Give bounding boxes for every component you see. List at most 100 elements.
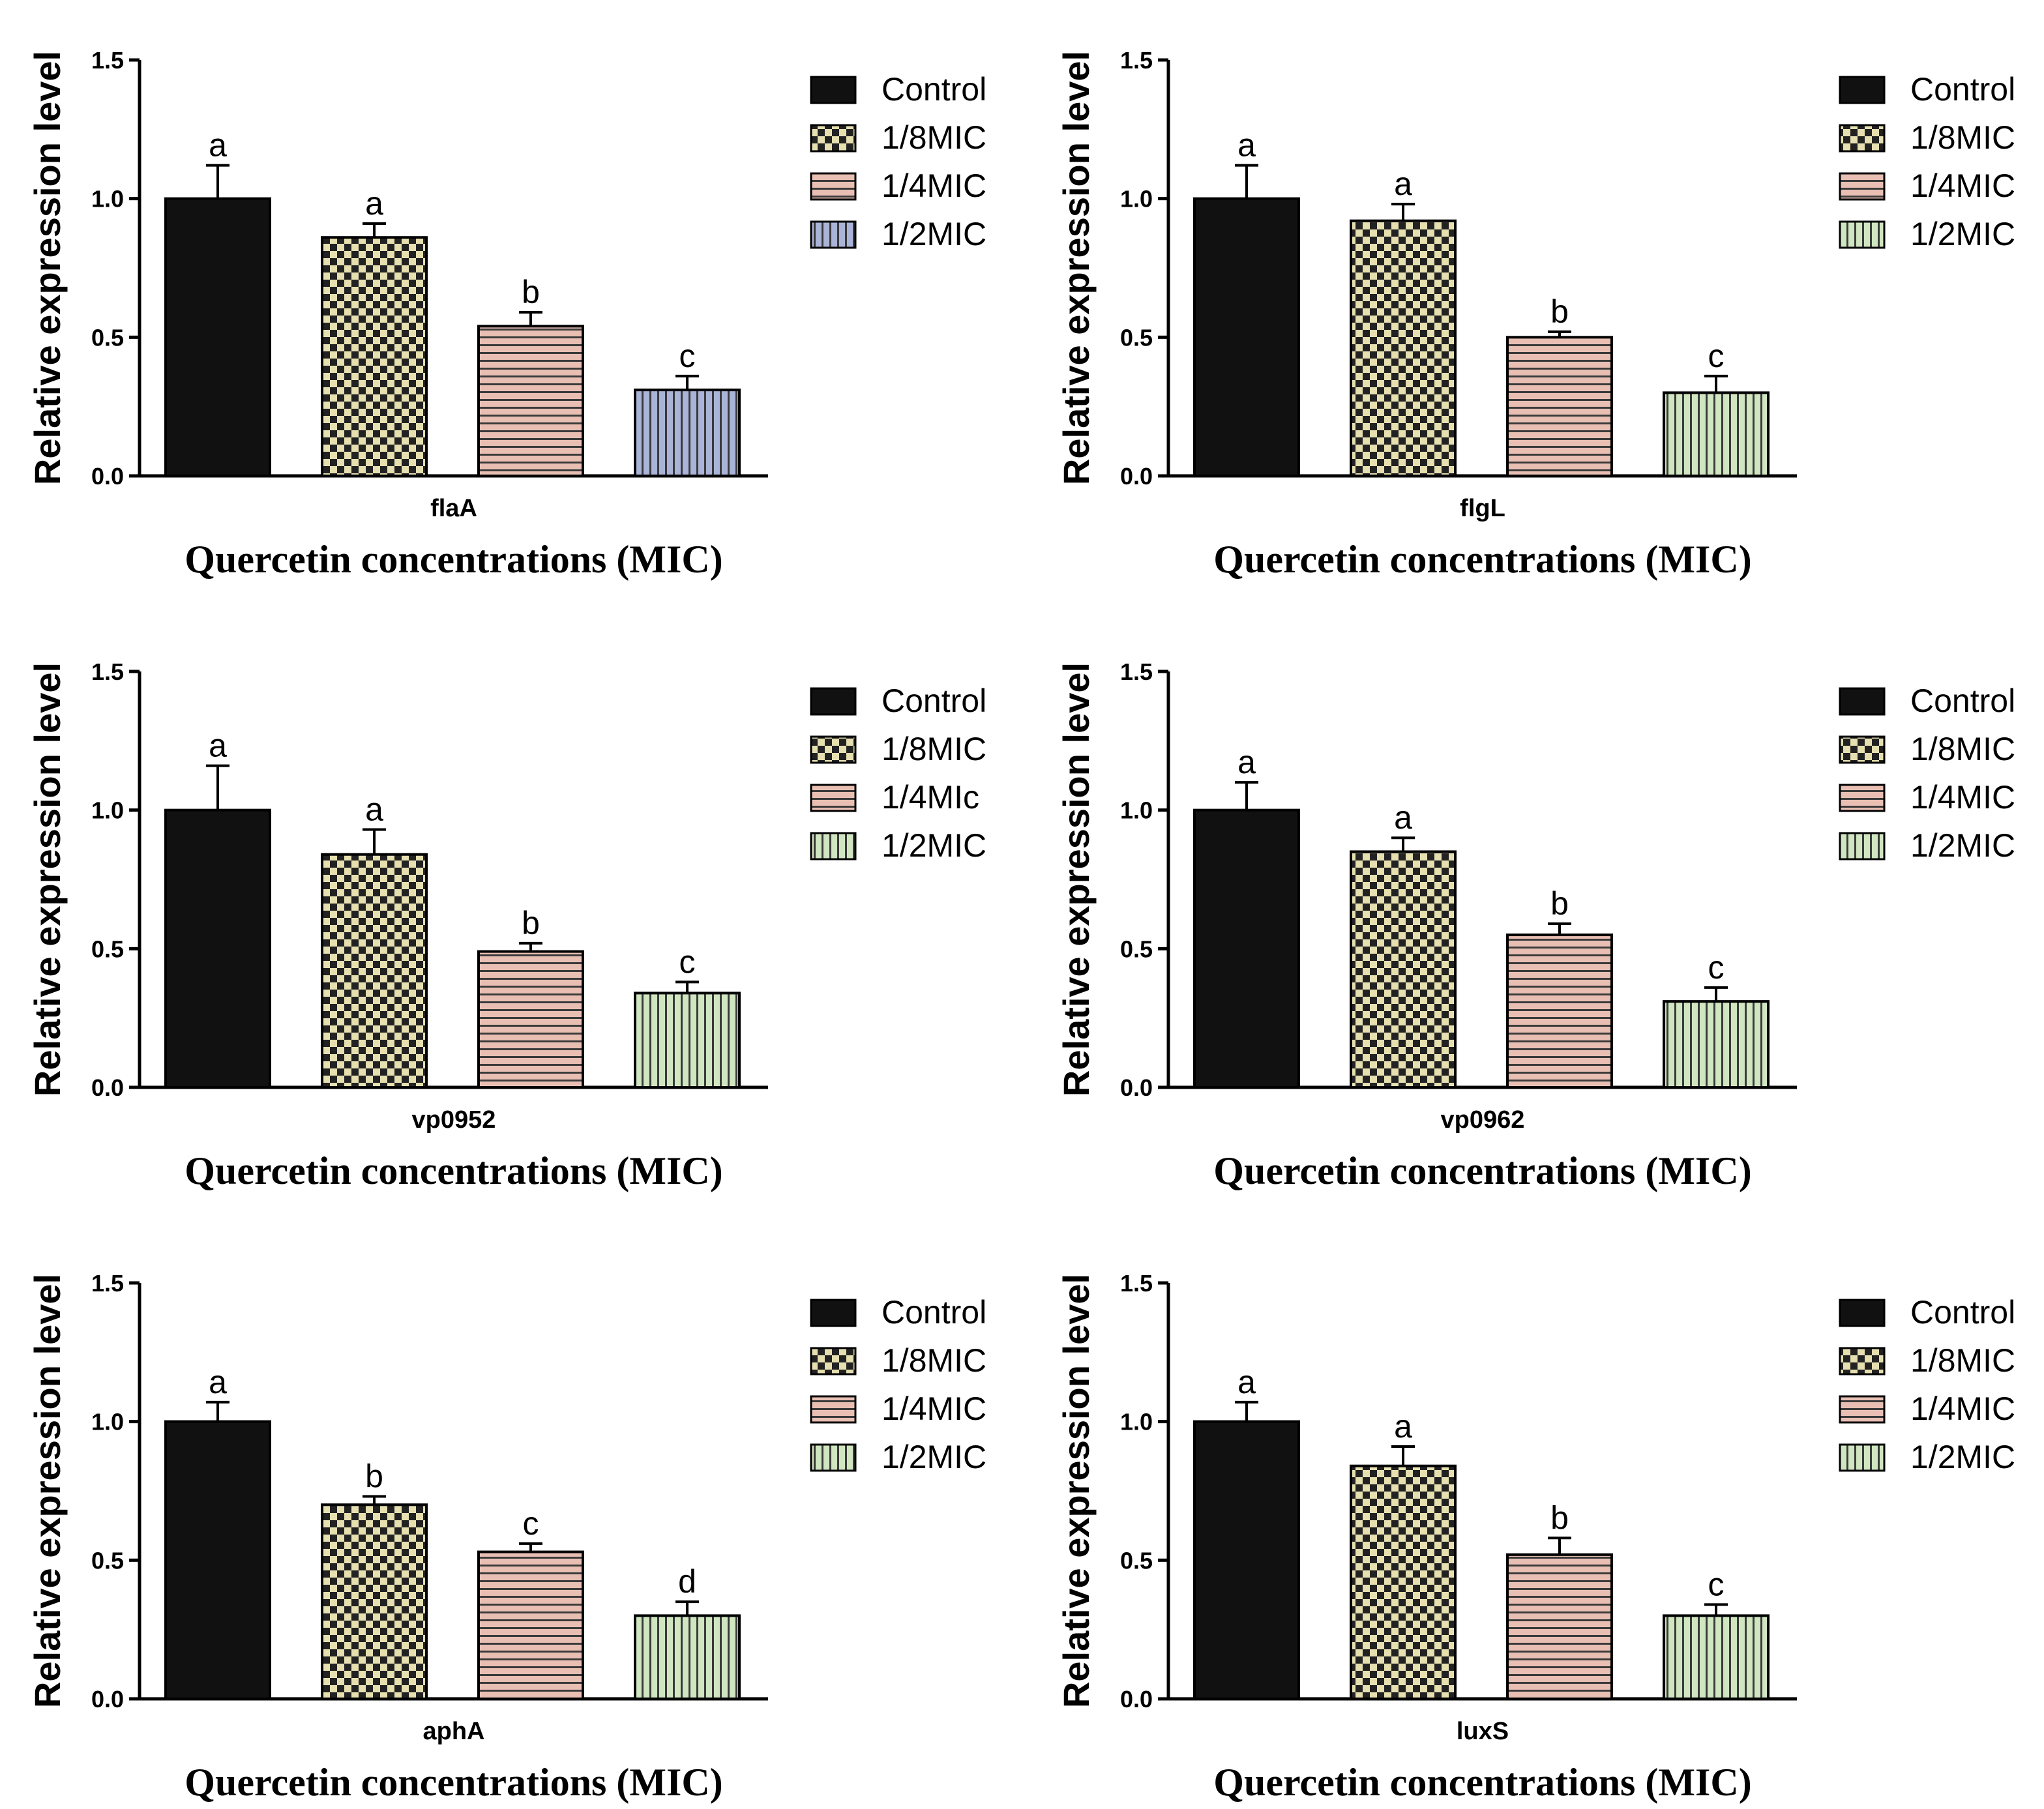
x-axis-label: Quercetin concentrations (MIC): [1213, 1149, 1751, 1192]
significance-label: c: [1708, 338, 1725, 374]
error-bar: [1548, 922, 1571, 935]
error-bar: [675, 1600, 699, 1616]
legend-label: 1/4MIC: [881, 1390, 986, 1427]
bar-vp0962-3: [1663, 1000, 1770, 1089]
legend-label: 1/8MIC: [881, 1342, 986, 1379]
bar-flgL-3: [1663, 391, 1770, 478]
bar-vp0962-0: [1193, 808, 1300, 1089]
legend-label: Control: [881, 683, 986, 719]
legend-label: 1/2MIC: [1910, 216, 2015, 252]
error-bar: [1235, 164, 1258, 199]
bar-vp0952-0: [164, 808, 271, 1089]
legend-swatch: [810, 832, 857, 860]
bar-flaA-2: [477, 325, 584, 477]
y-axis-label: Relative expression level: [27, 1274, 68, 1708]
significance-label: b: [522, 905, 540, 941]
y-tick-label: 1.0: [1120, 186, 1153, 213]
legend-label: 1/8MIC: [881, 731, 986, 767]
y-tick-label: 1.5: [91, 1270, 124, 1297]
chart-panel-vp0962: 0.0 0.5 1.0 1.5 Relative expression level a a b…: [1056, 658, 2015, 1192]
significance-label: c: [679, 943, 696, 980]
y-axis-label: Relative expression level: [1056, 1274, 1097, 1708]
bar-luxS-3: [1663, 1614, 1770, 1700]
gene-label: vp0952: [412, 1106, 496, 1134]
legend-swatch: [1839, 1299, 1886, 1327]
y-axis-label: Relative expression level: [27, 662, 68, 1096]
y-tick-label: 1.0: [91, 186, 124, 213]
y-tick-label: 1.5: [1120, 658, 1153, 685]
error-bar: [1391, 836, 1415, 852]
error-bar: [519, 1542, 542, 1552]
significance-label: a: [1394, 1408, 1412, 1445]
bar-flgL-2: [1506, 336, 1613, 477]
y-axis-label: Relative expression level: [27, 51, 68, 485]
significance-label: a: [365, 791, 383, 827]
significance-label: c: [1708, 1566, 1725, 1602]
y-tick-label: 0.0: [91, 463, 124, 490]
significance-label: a: [209, 728, 227, 764]
error-bar: [1548, 1537, 1571, 1555]
legend-label: 1/2MIC: [1910, 827, 2015, 864]
significance-label: b: [365, 1458, 383, 1495]
legend-label: 1/4MIC: [1910, 168, 2015, 204]
y-tick-label: 0.5: [91, 1547, 124, 1574]
legend-swatch: [1839, 1347, 1886, 1375]
legend-label: 1/4MIC: [1910, 779, 2015, 816]
significance-label: c: [1708, 949, 1725, 986]
legend-label: 1/2MIC: [1910, 1439, 2015, 1475]
bar-luxS-0: [1193, 1420, 1300, 1701]
significance-label: b: [1550, 293, 1569, 330]
legend-swatch: [1839, 220, 1886, 249]
y-tick-label: 0.5: [1120, 1547, 1153, 1574]
bar-aphA-2: [477, 1550, 584, 1700]
significance-label: a: [209, 1364, 227, 1400]
legend-label: 1/2MIC: [881, 827, 986, 864]
significance-label: a: [1394, 166, 1412, 202]
y-tick-label: 0.0: [1120, 1686, 1153, 1713]
significance-label: b: [522, 274, 540, 310]
legend-swatch: [1839, 735, 1886, 764]
bar-vp0962-2: [1506, 934, 1613, 1089]
error-bar: [1704, 986, 1728, 1002]
error-bar: [675, 374, 699, 390]
y-tick-label: 1.5: [1120, 1270, 1153, 1297]
y-axis-label: Relative expression level: [1056, 662, 1097, 1096]
error-bar: [1235, 781, 1258, 810]
error-bar: [519, 311, 542, 327]
legend-swatch: [1839, 832, 1886, 860]
y-tick-label: 1.5: [91, 658, 124, 685]
gene-label: flgL: [1460, 495, 1505, 522]
chart-panel-flaA: 0.0 0.5 1.0 1.5 Relative expression level a a b…: [27, 47, 986, 581]
error-bar: [1235, 1400, 1258, 1422]
bar-vp0962-1: [1350, 850, 1457, 1089]
x-axis-label: Quercetin concentrations (MIC): [1213, 1761, 1751, 1804]
legend-label: 1/2MIC: [881, 216, 986, 252]
x-axis-label: Quercetin concentrations (MIC): [1213, 538, 1751, 581]
error-bar: [1391, 203, 1415, 221]
legend-swatch: [810, 1443, 857, 1472]
bar-luxS-1: [1350, 1464, 1457, 1700]
bar-aphA-1: [321, 1503, 428, 1700]
y-axis-label: Relative expression level: [1056, 51, 1097, 485]
y-tick-label: 0.5: [1120, 324, 1153, 351]
legend-swatch: [1839, 1443, 1886, 1472]
significance-label: a: [1237, 1364, 1256, 1400]
bar-vp0952-2: [477, 950, 584, 1089]
legend-swatch: [810, 1395, 857, 1424]
legend-label: 1/8MIC: [1910, 119, 2015, 156]
legend-label: Control: [1910, 683, 2015, 719]
error-bar: [519, 941, 542, 952]
y-tick-label: 0.0: [91, 1686, 124, 1713]
bar-flaA-1: [321, 236, 428, 477]
legend-label: 1/4MIC: [881, 168, 986, 204]
bar-luxS-2: [1506, 1553, 1613, 1700]
error-bar: [1704, 374, 1728, 393]
error-bar: [363, 222, 386, 238]
gene-label: vp0962: [1441, 1106, 1525, 1134]
x-axis-label: Quercetin concentrations (MIC): [185, 538, 722, 581]
significance-label: a: [209, 127, 227, 164]
significance-label: a: [1237, 127, 1256, 164]
significance-label: a: [365, 185, 383, 222]
legend-label: Control: [1910, 1294, 2015, 1331]
error-bar: [675, 980, 699, 993]
